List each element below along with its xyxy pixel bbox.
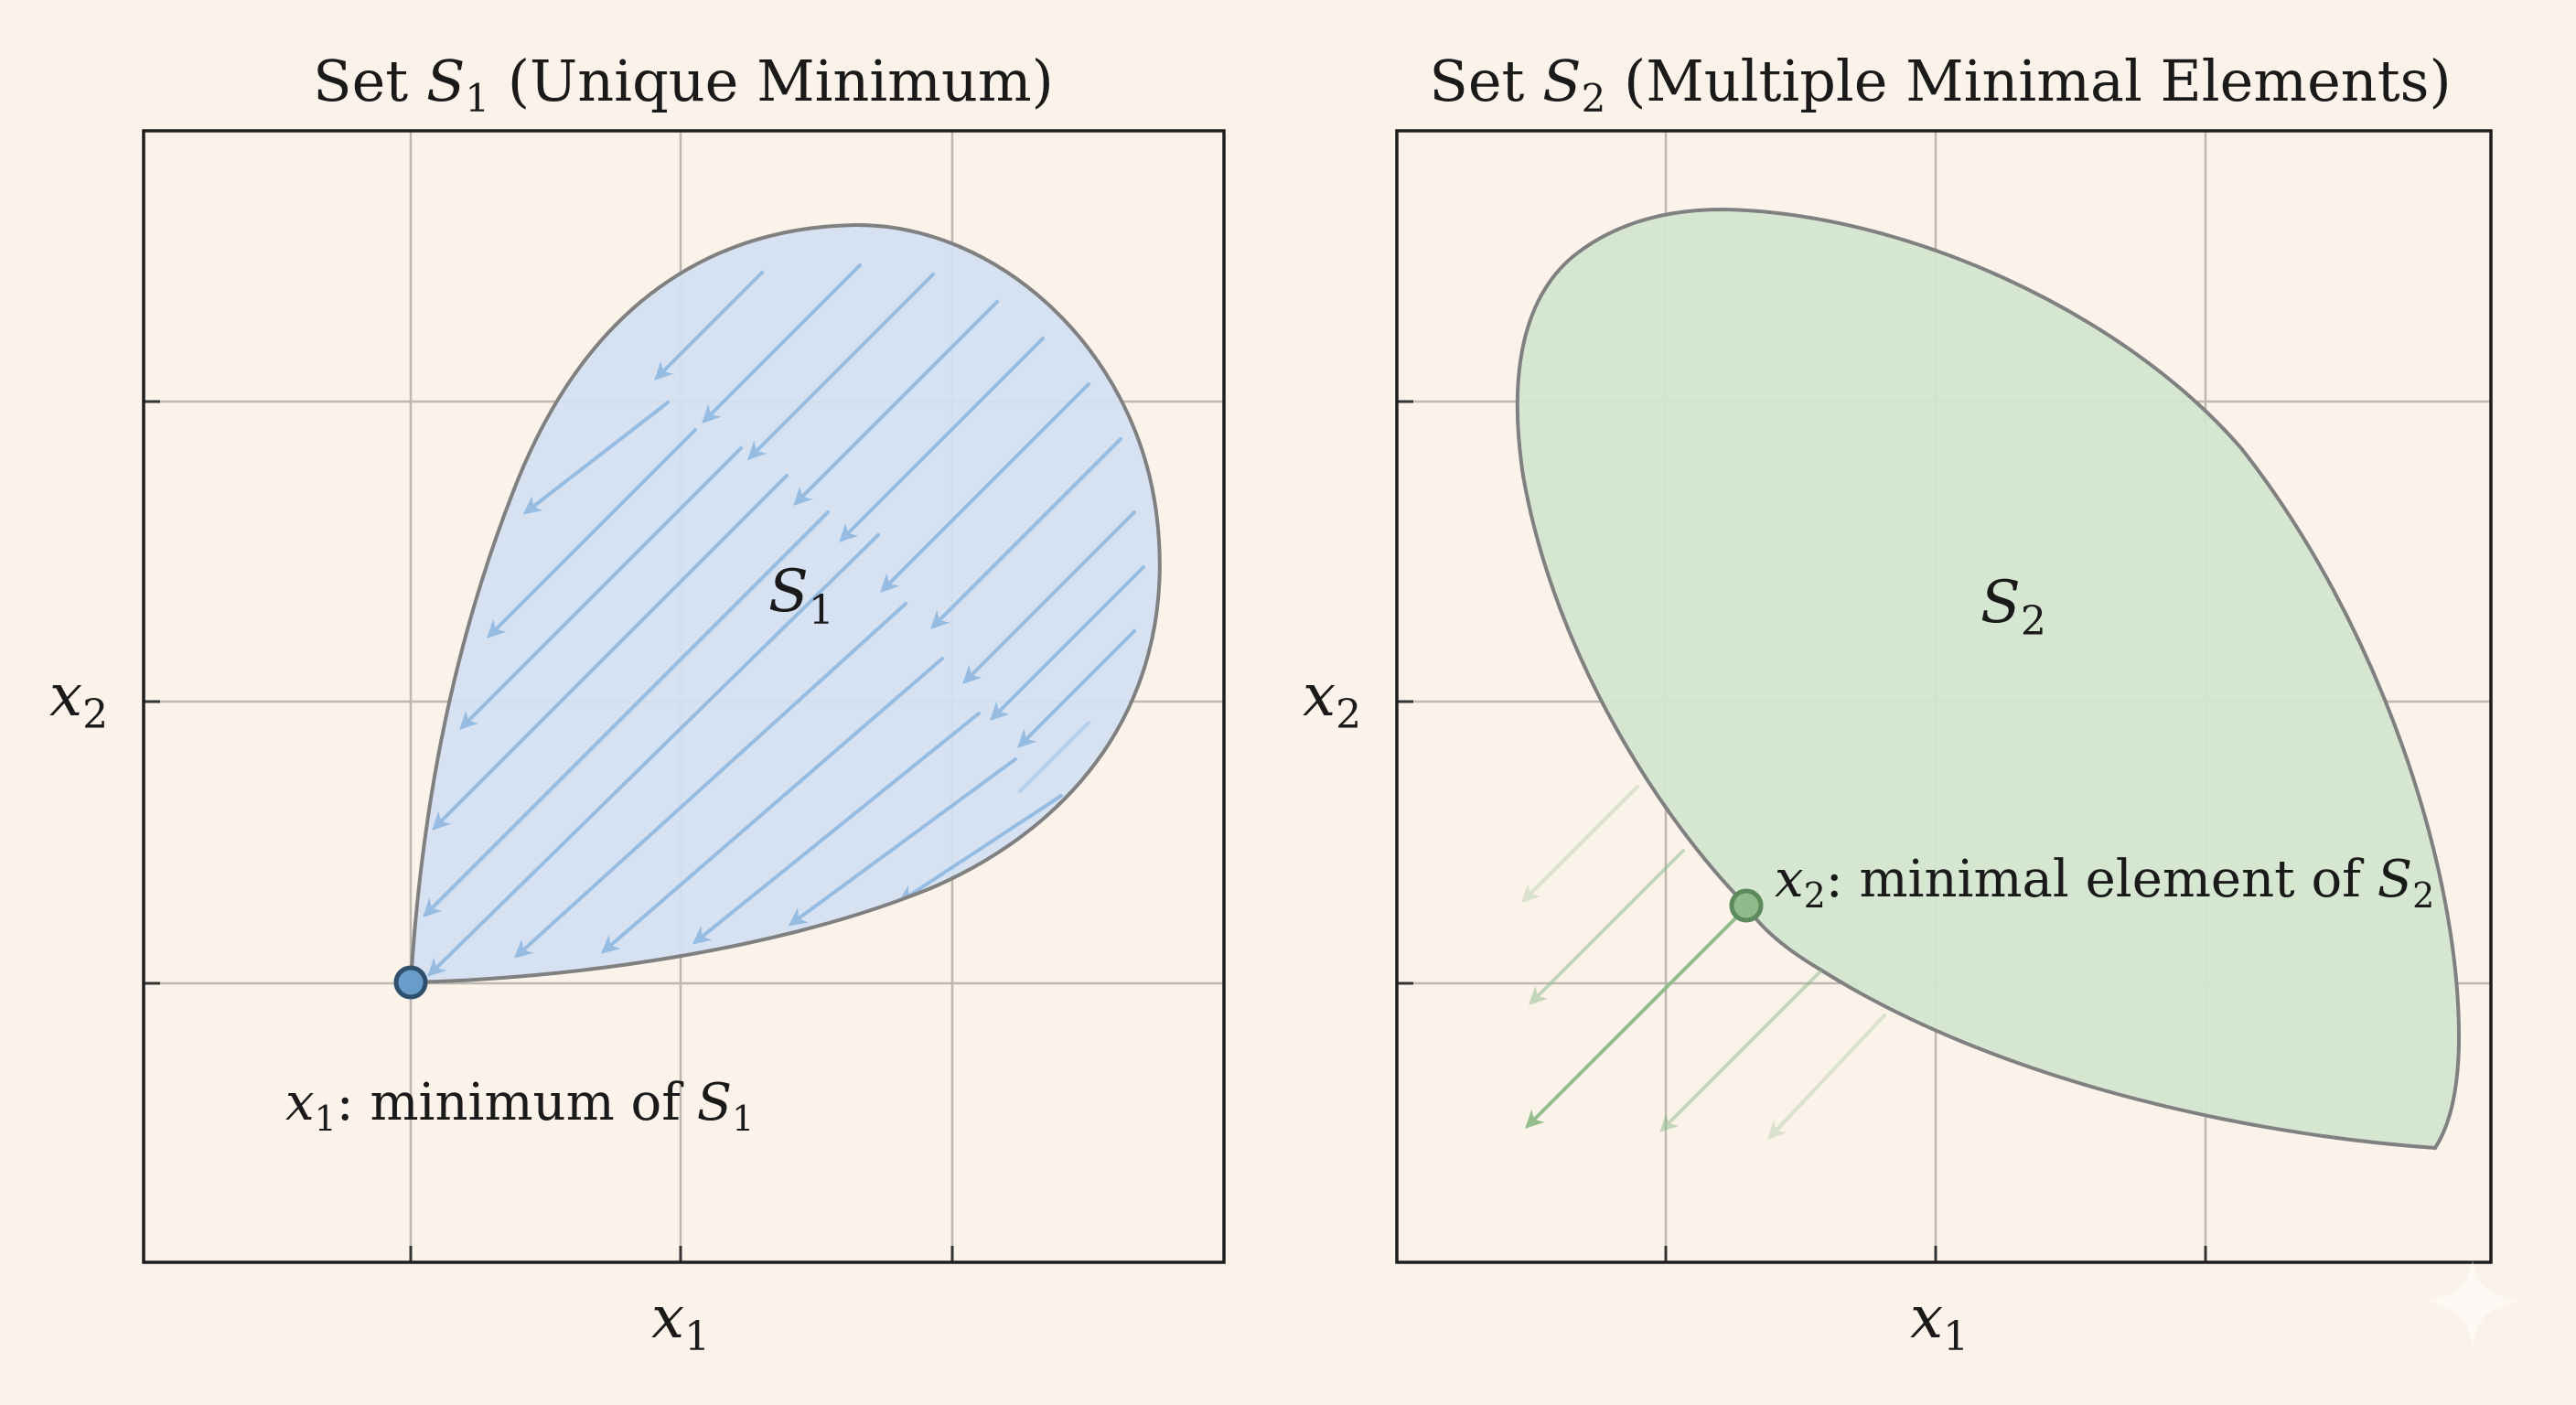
set-s1-boundary: [408, 222, 1162, 985]
left-x-axis-label: x1: [651, 1284, 710, 1360]
left-title: Set S1 (Unique Minimum): [313, 48, 1054, 121]
left-y-axis-label: x2: [49, 662, 108, 738]
right-plot-frame: [1395, 129, 2493, 1264]
right-x-axis-label: x1: [1910, 1284, 1969, 1360]
sparkle-icon: [2427, 1260, 2518, 1346]
right-panel: Set S2 (Multiple Minimal Elements): [1303, 48, 2493, 1360]
s2-cone-arrows: [1521, 785, 1886, 1140]
set-s2-region: [1515, 207, 2462, 1151]
set-s2-label: S2: [1980, 569, 2046, 645]
right-y-axis-label: x2: [1303, 662, 1361, 738]
left-plot-frame: [142, 129, 1226, 1264]
left-ticks: [144, 400, 954, 1262]
s1-cone-arrows: [423, 263, 1145, 977]
minimal-point-label: x2: minimal element of S2: [1775, 850, 2434, 916]
right-title: Set S2 (Multiple Minimal Elements): [1429, 48, 2451, 121]
minimal-point-x2: [1729, 888, 1764, 923]
minimum-point-x1: [393, 965, 428, 1000]
left-panel: Set S1 (Unique Minimum): [49, 48, 1226, 1360]
right-ticks: [1397, 400, 2207, 1262]
minimum-point-label: x1: minimum of S1: [285, 1073, 754, 1139]
set-s1-label: S1: [768, 558, 834, 634]
set-s1-region: [411, 225, 1160, 982]
